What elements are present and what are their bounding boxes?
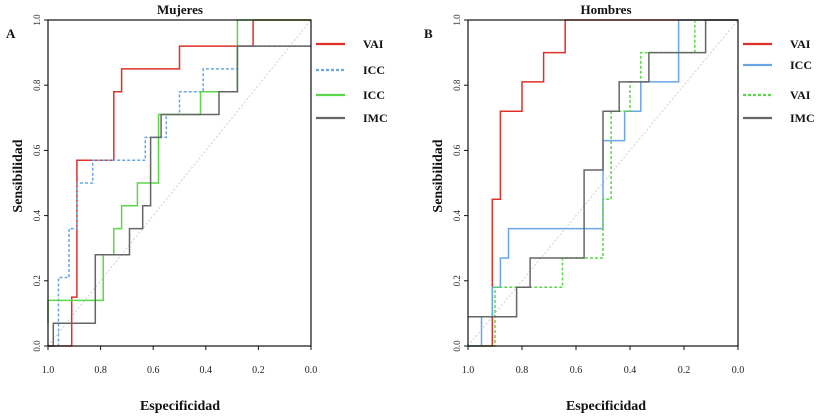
legend-label-imc: IMC [790,111,815,125]
y-tick-label: 0.6 [452,144,462,156]
series-line-icc-2 [48,45,311,347]
panel-a: 0.0 0.2 0.4 0.6 0.8 1.0 1.0 0.8 0.6 0.4 0.2 0.0 Muje… [6,2,388,414]
y-tick-label: 0.8 [32,79,42,91]
legend-label-imc: IMC [363,111,388,125]
legend-label-vai: VAI [363,37,384,51]
chart-title: Hombres [580,2,631,17]
x-tick-label: 0.0 [305,365,318,376]
x-tick-label: 0.6 [147,365,160,376]
x-tick-label: 1.0 [462,365,475,376]
series-line-vai-1 [468,19,738,347]
series-line-imc-4 [468,19,738,318]
panel-label: A [6,26,16,41]
y-axis-label: Sensibilidad [431,139,446,212]
y-tick-label: 0.0 [452,340,462,352]
y-tick-label: 0.6 [32,144,42,156]
chart-title: Mujeres [157,2,203,17]
y-axis-label: Sensibilidad [11,139,26,212]
panel-label: B [424,26,433,41]
legend-label-vai: VAI [790,88,811,102]
x-axis-label: Especificidad [140,399,220,414]
x-tick-label: 0.2 [678,365,691,376]
y-tick-label: 0.4 [32,209,42,221]
x-tick-label: 0.6 [570,365,583,376]
x-tick-label: 0.8 [516,365,529,376]
diagonal-reference-line [47,19,312,347]
y-tick-label: 0.4 [452,209,462,221]
diagonal-reference-line [467,19,739,347]
x-tick-label: 0.4 [624,365,637,376]
plot-frame [467,19,739,347]
x-tick-label: 0.8 [94,365,107,376]
legend-label-icc: ICC [363,88,385,102]
legend: VAI ICC ICC IMC [316,37,388,125]
legend-label-icc: ICC [363,63,385,77]
x-tick-label: 0.0 [732,365,745,376]
y-tick-label: 1.0 [452,14,462,26]
y-tick-label: 1.0 [32,14,42,26]
legend: VAI ICC VAI IMC [743,37,815,125]
series-line-icc-3 [47,19,311,324]
panel-b: 0.0 0.2 0.4 0.6 0.8 1.0 1.0 0.8 0.6 0.4 0.2 0.0 Homb… [424,2,815,414]
legend-label-vai: VAI [790,37,811,51]
y-tick-label: 0.0 [32,340,42,352]
x-tick-label: 0.4 [200,365,213,376]
x-tick-label: 1.0 [42,365,55,376]
y-tick-label: 0.2 [32,275,42,286]
legend-label-icc: ICC [790,58,812,72]
x-tick-label: 0.2 [252,365,265,376]
series-line-imc-4 [48,45,311,347]
y-tick-label: 0.8 [452,79,462,91]
x-axis-label: Especificidad [566,399,646,414]
y-tick-label: 0.2 [452,275,462,286]
plot-frame [47,19,312,347]
